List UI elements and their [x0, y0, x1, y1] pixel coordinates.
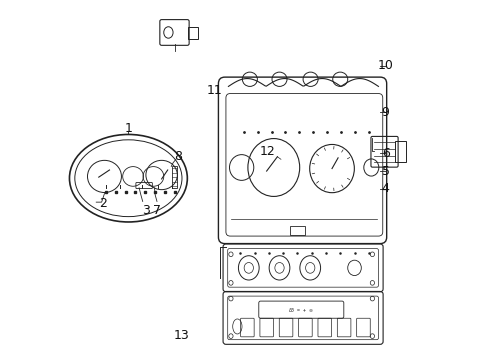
Text: 2: 2: [99, 197, 107, 210]
Text: $\delta\delta$ = + $\infty$: $\delta\delta$ = + $\infty$: [287, 306, 314, 314]
Text: 7: 7: [153, 204, 161, 217]
Text: 9: 9: [381, 105, 389, 119]
Text: 1: 1: [124, 122, 132, 135]
Text: 8: 8: [174, 150, 182, 163]
Bar: [394, 141, 405, 162]
Text: 4: 4: [381, 183, 389, 195]
Text: 11: 11: [206, 84, 222, 97]
Bar: [188, 27, 197, 39]
Text: 13: 13: [174, 329, 189, 342]
Text: 3: 3: [142, 204, 150, 217]
Text: 10: 10: [377, 59, 393, 72]
Bar: [290, 226, 305, 235]
Bar: [172, 166, 177, 188]
Text: 5: 5: [381, 165, 389, 177]
Text: 12: 12: [259, 145, 275, 158]
Text: 6: 6: [381, 147, 389, 160]
